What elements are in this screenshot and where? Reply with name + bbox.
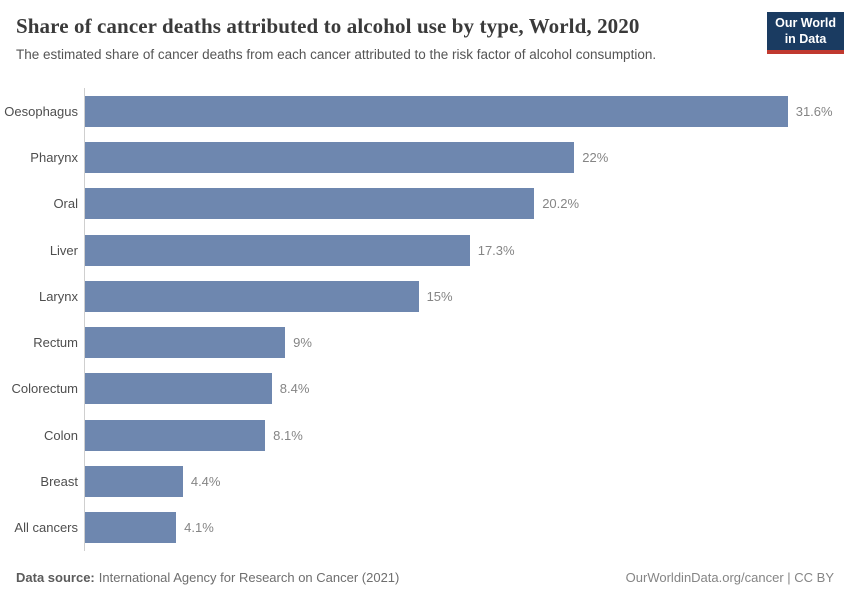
data-source: Data source: International Agency for Res… [16,570,399,585]
category-label: All cancers [14,520,78,536]
bar[interactable] [85,466,183,498]
category-label: Colorectum [11,381,78,397]
bar[interactable] [85,327,286,359]
bar-row: Breast 4.4% [0,458,850,505]
value-label: 31.6% [795,103,833,119]
bar[interactable] [85,95,788,127]
bar-area: 8.4% [84,365,850,413]
bar-area: 15% [84,273,850,320]
value-label: 4.1% [184,520,214,536]
bar-row: Pharynx 22% [0,134,850,181]
bar-area: 4.1% [84,504,850,551]
chart-subtitle: The estimated share of cancer deaths fro… [16,47,657,63]
category-label: Breast [40,474,78,490]
category-label: Liver [49,242,78,258]
bar-row: Colorectum 8.4% [0,365,850,413]
owid-logo-line2: in Data [784,31,827,46]
category-label: Larynx [38,288,78,304]
bar-row: Liver 17.3% [0,226,850,274]
data-source-label: Data source: [16,570,95,585]
value-label: 8.4% [279,381,310,397]
bar[interactable] [85,512,177,544]
bar-row: Larynx 15% [0,273,850,320]
bar-row: Colon 8.1% [0,412,850,459]
owid-logo: Our World in Data [767,12,844,55]
chart-footer: Data source: International Agency for Res… [16,570,834,585]
category-label: Oesophagus [4,103,78,119]
bar-rows-container: Oesophagus 31.6% Pharynx 22% Oral 20.2% Liver 1… [0,88,850,551]
bar-area: 17.3% [84,226,850,274]
value-label: 15% [426,288,453,304]
value-label: 17.3% [477,242,515,258]
value-label: 20.2% [542,196,580,212]
chart-header: Share of cancer deaths attributed to alc… [0,0,850,64]
license-link[interactable]: OurWorldinData.org/cancer | CC BY [625,570,834,585]
category-label: Oral [53,196,78,212]
page-title: Share of cancer deaths attributed to alc… [16,14,640,38]
bar-area: 31.6% [84,88,850,135]
value-label: 8.1% [273,427,303,443]
bar[interactable] [85,419,266,451]
bar-row: Oesophagus 31.6% [0,88,850,135]
bar-area: 9% [84,319,850,366]
owid-logo-line1: Our World [775,16,836,30]
category-label: Colon [44,427,78,443]
data-source-text: International Agency for Research on Can… [98,570,400,585]
category-label: Pharynx [30,149,78,165]
value-label: 9% [293,335,312,351]
bar-chart: Oesophagus 31.6% Pharynx 22% Oral 20.2% Liver 1… [0,88,850,551]
bar-area: 20.2% [84,180,850,227]
bar[interactable] [85,234,470,266]
bar[interactable] [85,373,272,405]
bar[interactable] [85,188,535,220]
bar-area: 8.1% [84,412,850,459]
bar-row: All cancers 4.1% [0,504,850,551]
value-label: 4.4% [190,474,221,490]
bar-area: 4.4% [84,458,850,505]
category-label: Rectum [33,335,78,351]
value-label: 22% [582,149,609,165]
bar[interactable] [85,141,575,173]
bar-row: Oral 20.2% [0,180,850,227]
bar[interactable] [85,280,419,312]
bar-row: Rectum 9% [0,319,850,366]
bar-area: 22% [84,134,850,181]
